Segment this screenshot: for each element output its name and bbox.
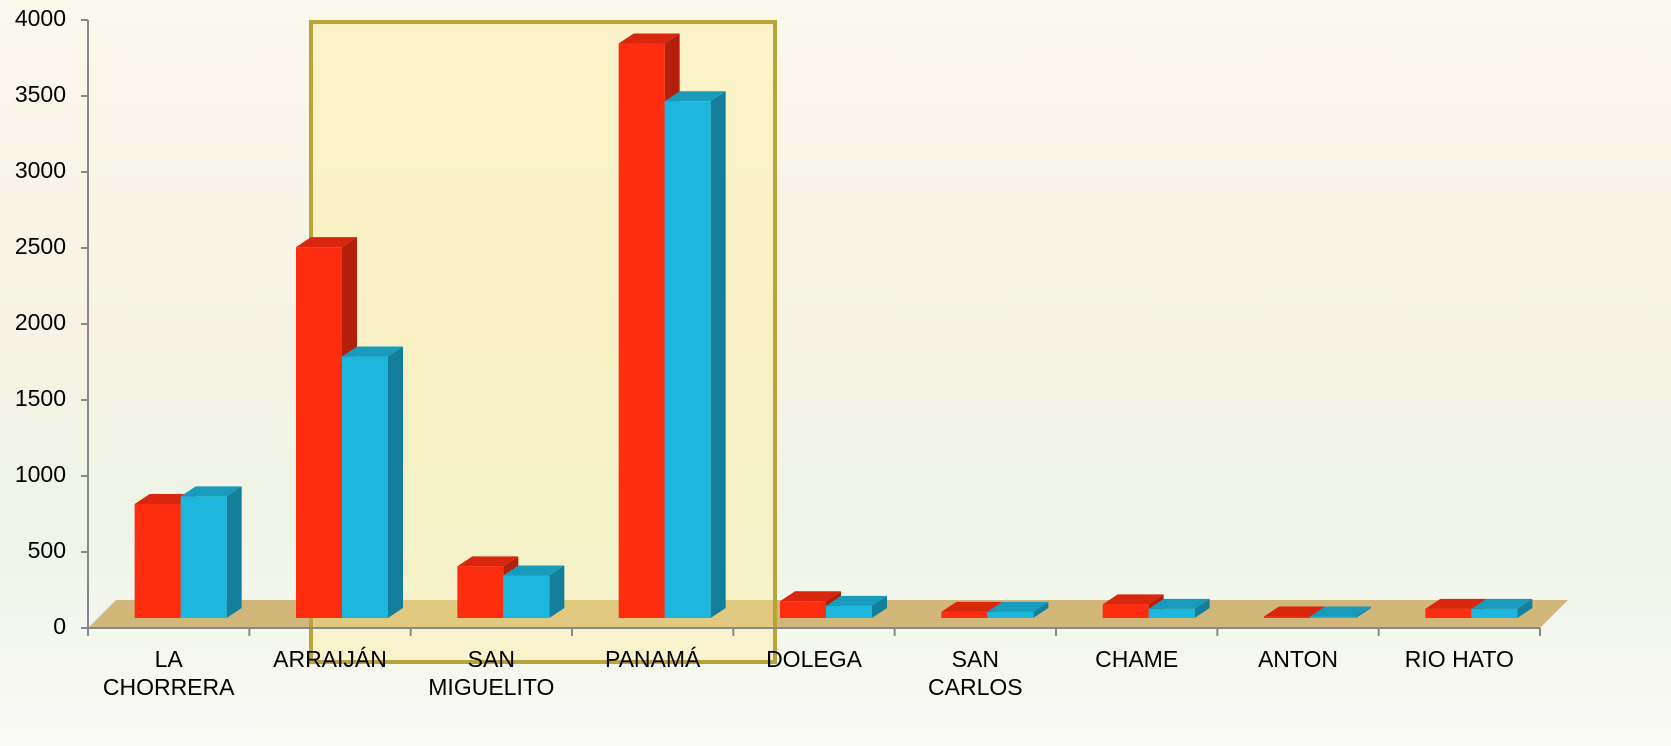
bar-side <box>1194 598 1210 618</box>
bar-side <box>1517 598 1533 618</box>
bar-top <box>1310 606 1371 617</box>
y-tick-label: 4000 <box>15 5 66 31</box>
bar-top <box>1264 606 1325 617</box>
y-tick-label: 1000 <box>15 461 66 487</box>
y-tick-label: 3500 <box>15 81 66 107</box>
bar-side <box>549 565 565 618</box>
bar <box>664 101 711 618</box>
bar-top <box>503 565 565 576</box>
bar <box>1425 608 1472 618</box>
bar <box>618 43 665 618</box>
bar-top <box>457 556 519 567</box>
bar <box>134 504 181 618</box>
bar <box>342 356 388 618</box>
y-tick-label: 2000 <box>15 309 66 335</box>
x-tick-label: CHAME <box>1095 646 1179 672</box>
y-tick-label: 1500 <box>15 385 66 411</box>
bar <box>457 566 504 618</box>
y-tick-label: 0 <box>53 613 66 639</box>
bar-top <box>826 595 887 606</box>
bar <box>503 575 550 618</box>
bar-top <box>780 591 841 602</box>
bar-side <box>872 595 887 618</box>
y-tick-label: 3000 <box>15 157 66 183</box>
bar <box>1102 604 1149 618</box>
bar <box>1471 608 1518 618</box>
bar-side <box>710 91 726 618</box>
bar <box>987 611 1034 618</box>
bar-top <box>1102 594 1164 605</box>
bar <box>1310 616 1356 618</box>
x-tick-label: ARRAIJÁN <box>273 646 387 672</box>
bar-side <box>226 486 242 618</box>
x-tick-label: ANTON <box>1257 646 1339 672</box>
bar-side <box>1356 606 1371 618</box>
bar <box>1264 616 1310 618</box>
bar-top <box>180 486 242 497</box>
x-tick-label: DOLEGA <box>766 646 862 672</box>
x-tick-label: SAN CARLOS <box>928 646 1023 700</box>
bar <box>296 247 342 618</box>
y-tick-label: 500 <box>28 537 66 563</box>
bar-top <box>296 237 357 248</box>
x-tick-label: RIO HATO <box>1404 646 1514 672</box>
bar-top <box>134 494 196 504</box>
x-tick-label: SAN MIGUELITO <box>428 646 555 700</box>
bar-top <box>618 33 680 44</box>
x-tick-label: LA CHORRERA <box>102 646 235 700</box>
bar <box>1148 608 1195 618</box>
bar-top <box>987 601 1049 612</box>
bar <box>180 496 227 618</box>
bar-side <box>1033 601 1049 618</box>
bar-side <box>388 346 403 618</box>
bar <box>780 601 826 618</box>
bar-top <box>342 346 403 357</box>
bar-top <box>664 91 726 102</box>
bar <box>941 611 988 618</box>
bar <box>826 605 872 618</box>
bar-top <box>1148 598 1210 609</box>
y-tick-label: 2500 <box>15 233 66 259</box>
bar-top <box>1425 598 1487 609</box>
bar-top <box>941 601 1003 612</box>
bar-top <box>1471 598 1533 609</box>
x-tick-label: PANAMÁ <box>604 646 701 672</box>
